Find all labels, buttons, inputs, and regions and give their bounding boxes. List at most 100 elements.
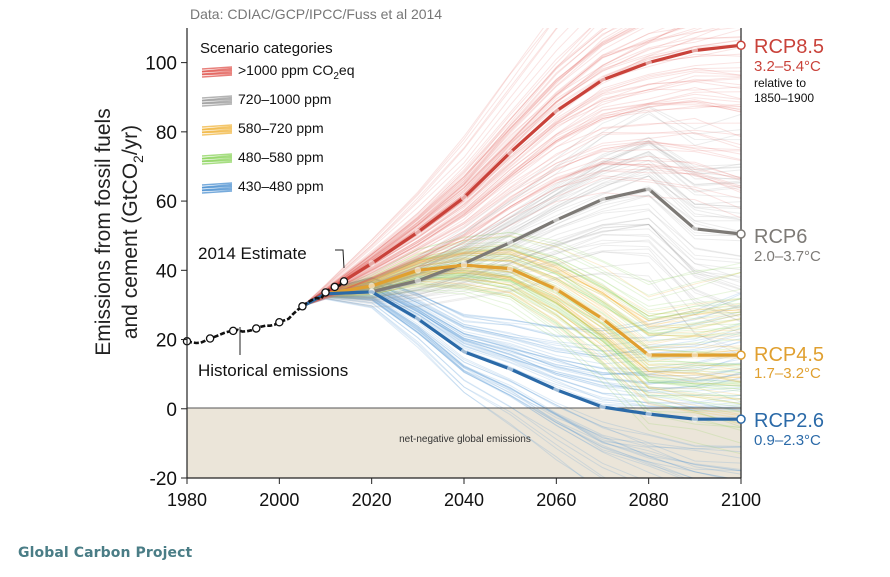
x-tick-label: 2080 bbox=[629, 490, 669, 510]
scenario-line bbox=[302, 253, 741, 337]
rcp-label-name: RCP8.5 bbox=[754, 36, 824, 58]
scenario-line bbox=[302, 236, 741, 307]
scenario-line bbox=[302, 148, 741, 307]
scenario-line bbox=[302, 105, 741, 307]
rcp-point bbox=[645, 185, 652, 193]
scenario-line bbox=[302, 294, 741, 459]
scenario-line bbox=[302, 163, 741, 307]
scenario-line bbox=[302, 140, 741, 307]
legend-swatch-line bbox=[201, 132, 233, 136]
scenario-line bbox=[302, 288, 741, 392]
scenario-line bbox=[302, 270, 741, 379]
scenario-line bbox=[302, 159, 741, 307]
rcp-point bbox=[506, 365, 514, 373]
x-tick-label: 2040 bbox=[444, 490, 484, 510]
scenario-line bbox=[302, 28, 637, 307]
scenario-line bbox=[302, 298, 586, 478]
scenario-line bbox=[302, 294, 731, 478]
historical-point bbox=[330, 282, 339, 292]
historical-point bbox=[205, 334, 215, 343]
scenario-line bbox=[302, 155, 741, 307]
scenario-line bbox=[302, 274, 741, 403]
rcp-point bbox=[368, 282, 375, 290]
rcp-point bbox=[599, 76, 606, 84]
y-tick-label: -20 bbox=[150, 469, 177, 490]
rcp-point bbox=[691, 225, 699, 232]
scenario-line bbox=[302, 28, 609, 307]
historical-line bbox=[186, 280, 345, 345]
scenario-line bbox=[302, 296, 665, 478]
scenario-line bbox=[302, 286, 741, 428]
legend-swatch-line bbox=[201, 69, 233, 73]
scenario-line bbox=[302, 231, 741, 307]
scenario-line bbox=[302, 252, 741, 326]
scenario-line bbox=[302, 288, 741, 412]
scenario-line bbox=[302, 272, 741, 373]
scenario-line bbox=[302, 262, 741, 334]
legend-swatch-line bbox=[201, 124, 233, 128]
scenario-line bbox=[302, 281, 741, 355]
x-tick-label: 2100 bbox=[721, 490, 761, 510]
x-tick-label: 2060 bbox=[536, 490, 576, 510]
scenario-line bbox=[302, 232, 741, 307]
scenario-line bbox=[302, 281, 741, 357]
scenario-line bbox=[302, 283, 741, 428]
scenario-line bbox=[302, 295, 695, 478]
rcp-point bbox=[599, 315, 606, 322]
scenario-line bbox=[302, 105, 741, 307]
x-tick-label: 1980 bbox=[167, 490, 207, 510]
scenario-line bbox=[302, 270, 741, 385]
scenario-line bbox=[302, 28, 631, 307]
scenario-line bbox=[302, 140, 741, 307]
scenario-line bbox=[302, 97, 741, 307]
legend-item: 720–1000 ppm bbox=[201, 91, 331, 107]
scenario-line bbox=[302, 28, 633, 307]
legend-swatch-line bbox=[201, 74, 233, 78]
rcp-point bbox=[506, 265, 514, 272]
scenario-line bbox=[302, 195, 741, 307]
scenario-line bbox=[302, 28, 591, 307]
scenario-line bbox=[302, 129, 741, 307]
scenario-line bbox=[302, 106, 741, 307]
historical-point bbox=[321, 288, 330, 297]
scenario-bundle-1 bbox=[302, 231, 741, 455]
rcp-label-range: 3.2–5.4°C bbox=[754, 58, 821, 75]
scenario-line bbox=[302, 223, 741, 307]
scenario-line bbox=[302, 259, 741, 344]
scenario-line bbox=[302, 28, 605, 307]
rcp-point bbox=[506, 239, 514, 246]
x-tick-label: 2000 bbox=[259, 490, 299, 510]
legend-swatch-line bbox=[201, 66, 233, 70]
scenario-line bbox=[302, 28, 550, 307]
scenario-line bbox=[302, 280, 741, 353]
scenario-line bbox=[302, 28, 624, 307]
legend-swatch-line bbox=[201, 130, 233, 134]
legend-title: Scenario categories bbox=[200, 40, 333, 57]
rcp-end-marker bbox=[736, 414, 746, 424]
y-axis-ticks: -20 0 20 40 60 80 100 bbox=[145, 54, 187, 490]
estimate-annotation: 2014 Estimate bbox=[198, 244, 307, 263]
scenario-line bbox=[302, 28, 645, 307]
historical-point bbox=[275, 317, 284, 327]
scenario-line bbox=[302, 142, 741, 307]
scenario-line bbox=[302, 81, 741, 307]
historical-annotation: Historical emissions bbox=[198, 361, 348, 380]
scenario-line bbox=[302, 28, 682, 307]
y-tick-label: 0 bbox=[166, 400, 177, 421]
scenario-line bbox=[302, 28, 640, 307]
scenario-line bbox=[302, 28, 686, 307]
scenario-line bbox=[302, 277, 741, 339]
scenario-line bbox=[302, 278, 741, 340]
rcp-point bbox=[414, 315, 422, 322]
scenario-line bbox=[302, 250, 741, 317]
scenario-line bbox=[302, 276, 741, 332]
scenario-line bbox=[302, 251, 741, 323]
scenario-line bbox=[302, 131, 741, 307]
scenario-line bbox=[302, 218, 741, 307]
scenario-line bbox=[302, 257, 741, 333]
scenario-line bbox=[302, 255, 741, 334]
scenario-line bbox=[302, 253, 741, 328]
scenario-line bbox=[302, 295, 724, 478]
scenario-line bbox=[302, 28, 549, 307]
